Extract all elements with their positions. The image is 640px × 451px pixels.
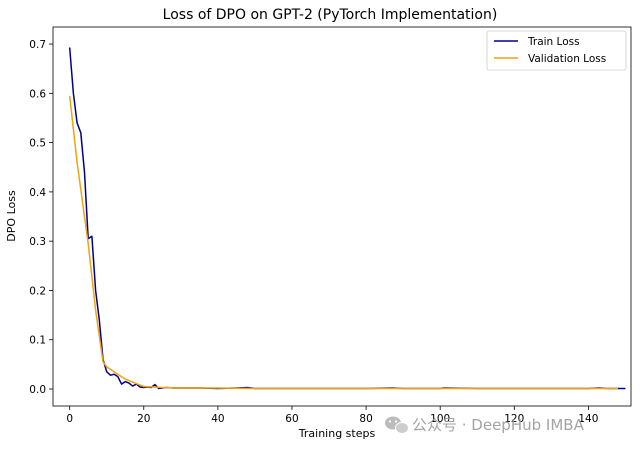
legend-label-train: Train Loss (527, 36, 580, 48)
y-tick-label: 0.0 (29, 384, 46, 396)
watermark: 公众号 · DeepHub IMBA (385, 416, 585, 434)
y-tick-label: 0.4 (29, 187, 46, 199)
legend: Train Loss Validation Loss (486, 30, 627, 71)
y-axis-label: DPO Loss (5, 190, 18, 242)
series-layer (68, 47, 626, 390)
y-tick-label: 0.6 (29, 88, 46, 100)
x-tick-label: 60 (285, 413, 298, 425)
y-tick-label: 0.7 (29, 39, 46, 51)
wechat-icon (385, 416, 409, 434)
x-tick-label: 140 (578, 413, 598, 425)
x-tick-label: 20 (137, 413, 150, 425)
y-tick-label: 0.2 (29, 285, 46, 297)
y-ticks: 0.0 0.1 0.2 0.3 0.4 0.5 0.6 0.7 (29, 39, 53, 396)
x-tick-label: 100 (430, 413, 450, 425)
y-tick-label: 0.1 (29, 335, 46, 347)
x-ticks: 0 20 40 60 80 100 120 140 (66, 406, 598, 425)
legend-label-validation: Validation Loss (528, 53, 606, 65)
watermark-text: 公众号 · DeepHub IMBA (412, 416, 585, 434)
plot-frame (52, 26, 632, 407)
y-tick-label: 0.3 (29, 236, 46, 248)
x-axis-label: Training steps (298, 427, 376, 440)
x-tick-label: 0 (66, 413, 73, 425)
x-tick-label: 40 (211, 413, 224, 425)
legend-box (486, 30, 627, 71)
y-tick-label: 0.5 (29, 138, 46, 150)
validation-loss-line (68, 95, 619, 390)
x-tick-label: 120 (504, 413, 524, 425)
chart-title: Loss of DPO on GPT-2 (PyTorch Implementa… (163, 7, 498, 23)
x-tick-label: 80 (359, 413, 372, 425)
